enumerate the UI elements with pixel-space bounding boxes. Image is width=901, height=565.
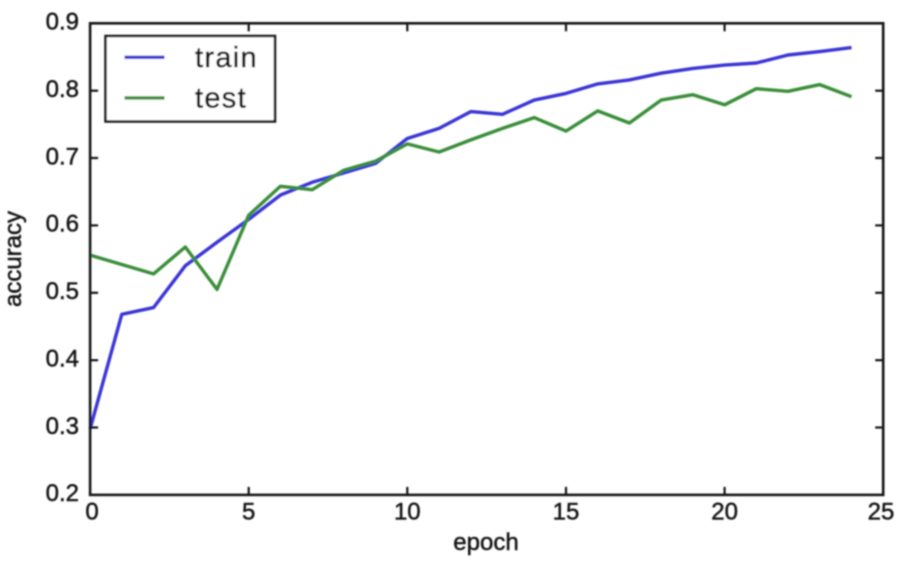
svg-text:0: 0 [85,499,98,526]
svg-text:0.7: 0.7 [46,143,79,170]
svg-text:0.4: 0.4 [46,346,79,373]
svg-text:epoch: epoch [453,529,518,556]
svg-text:10: 10 [394,499,421,526]
svg-text:5: 5 [242,499,255,526]
svg-text:0.8: 0.8 [46,76,79,103]
svg-text:0.6: 0.6 [46,211,79,238]
svg-text:test: test [195,83,247,115]
svg-text:15: 15 [553,499,580,526]
svg-text:0.9: 0.9 [46,9,79,36]
svg-text:0.2: 0.2 [46,480,79,507]
svg-text:0.3: 0.3 [46,413,79,440]
svg-text:accuracy: accuracy [0,211,27,307]
svg-text:20: 20 [711,499,738,526]
svg-text:25: 25 [868,499,895,526]
svg-text:train: train [195,42,258,74]
svg-text:0.5: 0.5 [46,278,79,305]
